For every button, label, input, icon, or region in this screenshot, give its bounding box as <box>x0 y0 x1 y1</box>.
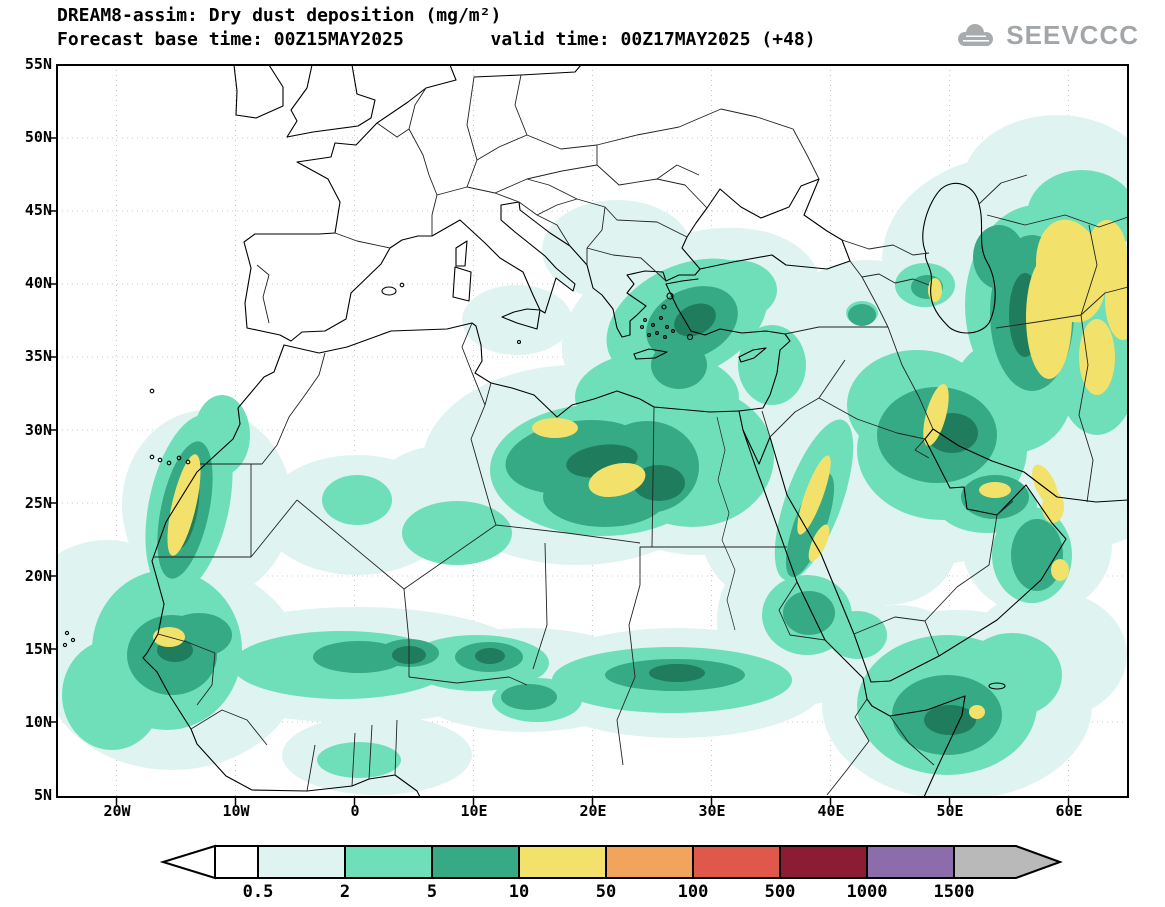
map-svg <box>49 64 1129 805</box>
cloud-icon <box>958 23 994 46</box>
lat-tick-label: 50N <box>24 128 52 146</box>
coastline-turkey-levant <box>665 283 791 412</box>
lat-tick-label: 40N <box>24 274 52 292</box>
coastline-sinai <box>742 429 771 465</box>
chart-title: DREAM8-assim: Dry dust deposition (mg/m²… <box>57 5 502 26</box>
chart-subtitle: Forecast base time: 00Z15MAY2025 valid t… <box>57 29 816 50</box>
lat-tick-label: 20N <box>24 567 52 585</box>
colorbar-cell <box>866 845 955 879</box>
island-sicily <box>501 308 541 330</box>
island-sardinia <box>452 266 472 302</box>
island-corsica <box>455 240 468 267</box>
lon-tick-label: 20W <box>103 802 131 820</box>
colorbar-cell <box>518 845 607 879</box>
colorbar-tick-label: 1500 <box>933 882 975 902</box>
colorbar-cell <box>779 845 868 879</box>
colorbar-cell <box>692 845 781 879</box>
map-plot-area <box>49 64 1129 805</box>
colorbar-cell <box>431 845 520 879</box>
colorbar-tick-label: 5 <box>426 882 438 902</box>
colorbar-tick-label: 2 <box>339 882 351 902</box>
colorbar-cell <box>214 845 259 879</box>
coastline-ireland <box>233 65 284 119</box>
colorbar-tick-label: 500 <box>764 882 796 902</box>
colorbar-cell <box>605 845 694 879</box>
coastline-europe-west <box>243 65 457 342</box>
island-crete <box>633 348 668 360</box>
colorbar-cell <box>344 845 433 879</box>
lat-tick-label: 45N <box>24 201 52 219</box>
coastline-shatt <box>924 428 934 440</box>
coastline-baltic <box>473 65 582 78</box>
coastline-marmara <box>665 268 701 285</box>
island-cyprus <box>738 347 767 363</box>
coastline-black-sea <box>681 178 851 270</box>
coastline-balkans-greece <box>518 201 667 338</box>
lon-tick-label: 10W <box>222 802 250 820</box>
seevccc-logo: SEEVCCC <box>953 20 1139 51</box>
dust-level-10-50-layer <box>153 219 1128 719</box>
colorbar-arrow-left <box>159 844 216 880</box>
colorbar-tick-label: 1000 <box>846 882 888 902</box>
colorbar-tick-label: 100 <box>677 882 709 902</box>
colorbar-tick-label: 50 <box>595 882 617 902</box>
lat-tick-label: 30N <box>24 421 52 439</box>
lon-tick-label: 30E <box>698 802 726 820</box>
coastline-persian-gulf-iran <box>932 428 1128 503</box>
lat-tick-label: 35N <box>24 347 52 365</box>
lat-tick-label: 15N <box>24 640 52 658</box>
country-borders-layer <box>154 74 1128 796</box>
lat-tick-label: 10N <box>24 713 52 731</box>
lon-tick-label: 0 <box>350 802 360 820</box>
lat-tick-label: 5N <box>33 786 52 804</box>
small-islands <box>62 282 1006 690</box>
lat-tick-label: 55N <box>24 55 52 73</box>
coastline-italy <box>417 201 576 314</box>
lon-tick-label: 60E <box>1055 802 1083 820</box>
coastlines-layer <box>62 65 1128 797</box>
axis-ticks <box>49 137 1070 805</box>
lon-tick-label: 20E <box>579 802 607 820</box>
coastline-britain <box>286 65 376 138</box>
colorbar-cell <box>257 845 346 879</box>
colorbar-tick-label: 10 <box>508 882 530 902</box>
lon-tick-label: 40E <box>817 802 845 820</box>
lon-tick-label: 10E <box>460 802 488 820</box>
logo-text: SEEVCCC <box>1006 20 1139 50</box>
colorbar-tick-label: 0.5 <box>242 882 274 902</box>
colorbar-svg <box>159 844 1063 880</box>
colorbar-arrow-right <box>953 845 1063 879</box>
lat-tick-label: 25N <box>24 494 52 512</box>
lon-tick-label: 50E <box>936 802 964 820</box>
colorbar: 0.5 2 5 10 50 100 500 1000 1500 <box>159 844 1066 906</box>
coastline-arabia <box>769 436 1067 683</box>
